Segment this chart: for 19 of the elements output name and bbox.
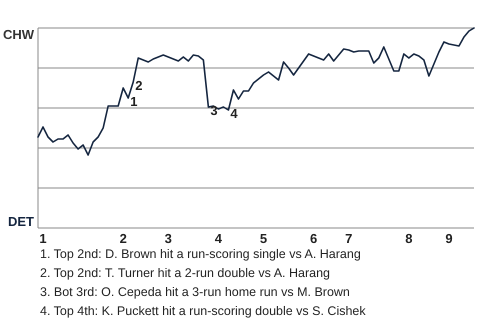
text: 3. Bot 3rd: O. Cepeda hit a 3-run home run vs M. Brown — [40, 285, 350, 299]
annotation: 1 — [130, 94, 138, 109]
x-tick-label: 1 — [39, 231, 47, 246]
text: DET — [8, 214, 34, 229]
text: 1. Top 2nd: D. Brown hit a run-scoring single vs A. Harang — [40, 247, 361, 261]
annotation: 4 — [230, 106, 238, 121]
x-tick-label: 7 — [345, 231, 352, 246]
text: CHW — [2, 27, 35, 42]
x-tick-label: 4 — [214, 231, 223, 246]
x-tick-label: 8 — [405, 231, 412, 246]
x-tick-label: 5 — [260, 231, 268, 246]
text: 2. Top 2nd: T. Turner hit a 2-run double vs A. Harang — [40, 266, 330, 280]
annotation: 2 — [135, 78, 142, 93]
x-tick-label: 3 — [164, 231, 172, 246]
x-tick-label: 6 — [310, 231, 318, 246]
text: 4. Top 4th: K. Puckett hit a run-scoring double vs S. Cishek — [40, 304, 366, 318]
x-tick-label: 2 — [120, 231, 127, 246]
x-tick-label: 9 — [445, 231, 453, 246]
annotation: 3 — [210, 103, 218, 118]
